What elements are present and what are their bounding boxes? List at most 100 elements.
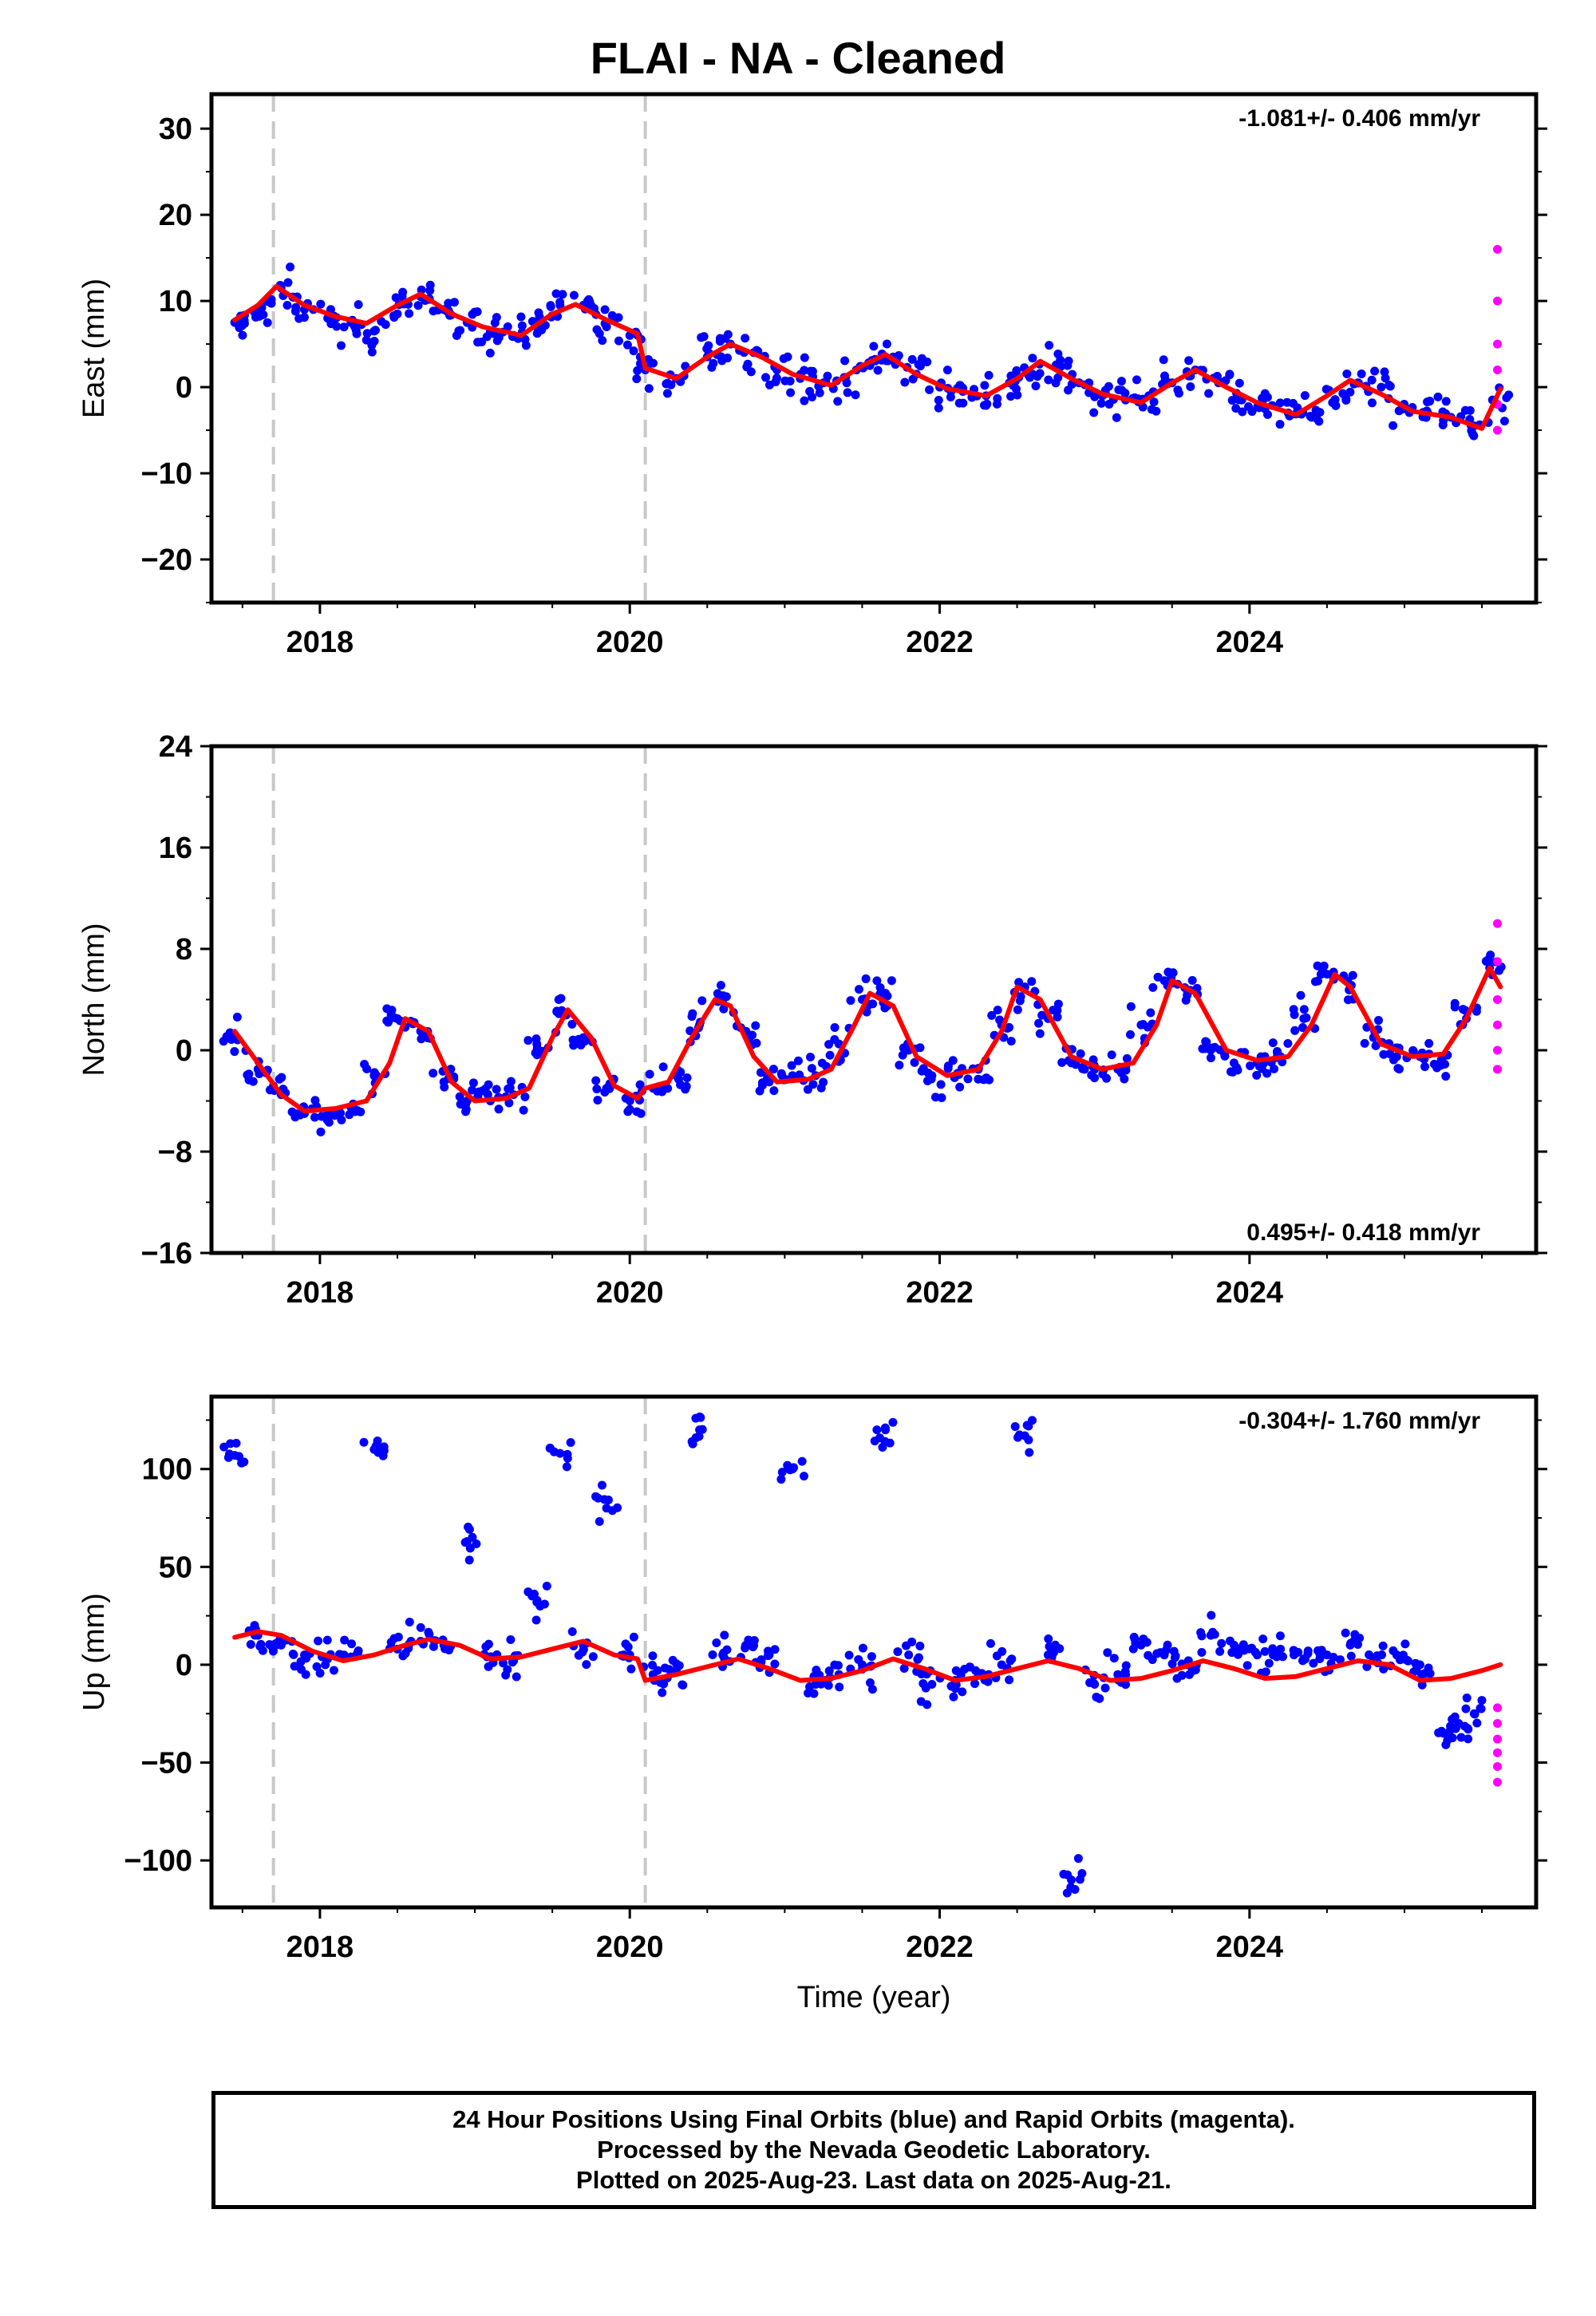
- data-point: [918, 1678, 928, 1688]
- data-point: [1348, 970, 1357, 980]
- data-point: [709, 358, 718, 368]
- data-point: [797, 1456, 807, 1466]
- rapid-point: [1492, 1719, 1502, 1729]
- data-point: [1341, 394, 1351, 404]
- data-point: [1499, 417, 1509, 426]
- data-point: [804, 1688, 813, 1697]
- data-point: [1355, 1633, 1365, 1642]
- data-point: [1389, 1055, 1398, 1065]
- data-point: [787, 1061, 796, 1070]
- data-point: [1438, 421, 1448, 430]
- data-point: [1044, 375, 1053, 385]
- data-point: [815, 388, 824, 397]
- data-point: [230, 1047, 239, 1057]
- data-point: [563, 1449, 572, 1459]
- data-group: [230, 244, 1514, 441]
- data-point: [1057, 1057, 1067, 1067]
- data-point: [312, 1662, 322, 1671]
- data-point: [340, 1635, 350, 1645]
- data-point: [1377, 382, 1386, 392]
- data-point: [1090, 1073, 1100, 1083]
- data-point: [979, 401, 989, 410]
- data-point: [858, 1643, 867, 1653]
- data-point: [484, 1639, 493, 1649]
- data-point: [984, 370, 994, 380]
- data-point: [1470, 1709, 1479, 1719]
- data-point: [887, 976, 896, 986]
- data-point: [501, 1670, 511, 1680]
- data-point: [1112, 413, 1121, 422]
- rapid-point: [1492, 1761, 1502, 1771]
- data-point: [626, 1664, 636, 1674]
- data-point: [741, 334, 750, 343]
- data-point: [1456, 1733, 1466, 1742]
- data-point: [1147, 405, 1156, 414]
- data-point: [808, 1080, 818, 1089]
- data-point: [1225, 370, 1235, 380]
- data-point: [464, 1555, 474, 1565]
- rapid-point: [1492, 1748, 1502, 1757]
- x-tick-label: 2018: [286, 626, 354, 659]
- data-point: [361, 335, 371, 345]
- x-tick-label: 2022: [906, 626, 974, 659]
- y-axis-label: Up (mm): [77, 1593, 111, 1711]
- data-point: [764, 1651, 773, 1661]
- data-point: [219, 1037, 228, 1046]
- data-point: [910, 1057, 919, 1067]
- data-point: [1342, 369, 1352, 378]
- data-point: [483, 1089, 492, 1099]
- data-point: [1053, 373, 1063, 382]
- data-point: [1298, 1023, 1308, 1033]
- data-point: [1077, 1869, 1087, 1879]
- data-point: [808, 393, 817, 402]
- data-point: [1319, 961, 1329, 970]
- data-point: [970, 1679, 980, 1689]
- data-point: [1296, 990, 1306, 1000]
- rapid-point: [1492, 244, 1502, 254]
- data-point: [1064, 356, 1073, 366]
- data-point: [865, 1678, 875, 1688]
- data-point: [1149, 397, 1159, 407]
- data-point: [1238, 407, 1247, 417]
- data-point: [1186, 382, 1195, 392]
- model-line: [232, 1629, 1503, 1683]
- data-point: [517, 321, 527, 330]
- data-point: [1504, 390, 1514, 400]
- data-point: [946, 392, 955, 401]
- data-point: [965, 1662, 974, 1672]
- data-point: [908, 374, 918, 384]
- data-point: [1024, 1435, 1033, 1445]
- data-point: [951, 1680, 961, 1690]
- footer-line-1: 24 Hour Positions Using Final Orbits (bl…: [452, 2105, 1295, 2133]
- data-point: [907, 354, 917, 364]
- data-point: [1210, 1630, 1219, 1639]
- data-point: [1460, 405, 1470, 415]
- rapid-point: [1492, 296, 1502, 306]
- data-point: [1015, 1430, 1025, 1440]
- data-point: [893, 1647, 903, 1657]
- x-tick-label: 2024: [1216, 1276, 1284, 1310]
- data-point: [1076, 1049, 1085, 1058]
- data-point: [545, 1443, 555, 1452]
- data-point: [397, 291, 407, 301]
- data-point: [872, 1425, 882, 1435]
- data-point: [1016, 992, 1025, 1002]
- footer-line-3: Plotted on 2025-Aug-23. Last data on 202…: [576, 2166, 1171, 2194]
- velocity-rate-label: -1.081+/- 0.406 mm/yr: [1238, 105, 1480, 132]
- data-point: [682, 1073, 692, 1083]
- data-point: [633, 366, 642, 375]
- data-point: [993, 393, 1002, 403]
- data-point: [1129, 1632, 1139, 1642]
- data-point: [389, 313, 399, 322]
- data-point: [1184, 1670, 1194, 1679]
- data-point: [662, 389, 672, 398]
- data-point: [1263, 409, 1273, 419]
- data-point: [992, 1651, 1001, 1661]
- data-point: [595, 1516, 604, 1526]
- y-tick-label: 16: [159, 832, 192, 865]
- data-point: [316, 1127, 326, 1136]
- data-point: [499, 1658, 508, 1668]
- data-point: [256, 1639, 266, 1649]
- data-point: [494, 1105, 504, 1114]
